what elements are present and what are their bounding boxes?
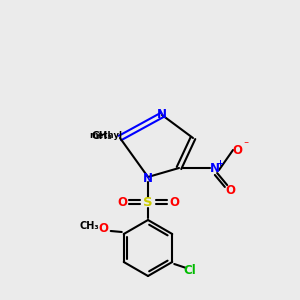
Text: Cl: Cl <box>184 263 197 277</box>
Text: O: O <box>169 196 179 208</box>
Text: CH₃: CH₃ <box>92 131 112 141</box>
Text: N: N <box>210 161 220 175</box>
Text: +: + <box>217 158 224 167</box>
Text: O: O <box>225 184 235 196</box>
Text: N: N <box>157 107 167 121</box>
Text: CH₃: CH₃ <box>80 221 100 231</box>
Text: O: O <box>232 143 242 157</box>
Text: N: N <box>143 172 153 184</box>
Text: O: O <box>117 196 127 208</box>
Text: O: O <box>99 223 109 236</box>
Text: methyl: methyl <box>89 130 122 140</box>
Text: S: S <box>143 196 153 208</box>
Text: ⁻: ⁻ <box>243 140 249 150</box>
